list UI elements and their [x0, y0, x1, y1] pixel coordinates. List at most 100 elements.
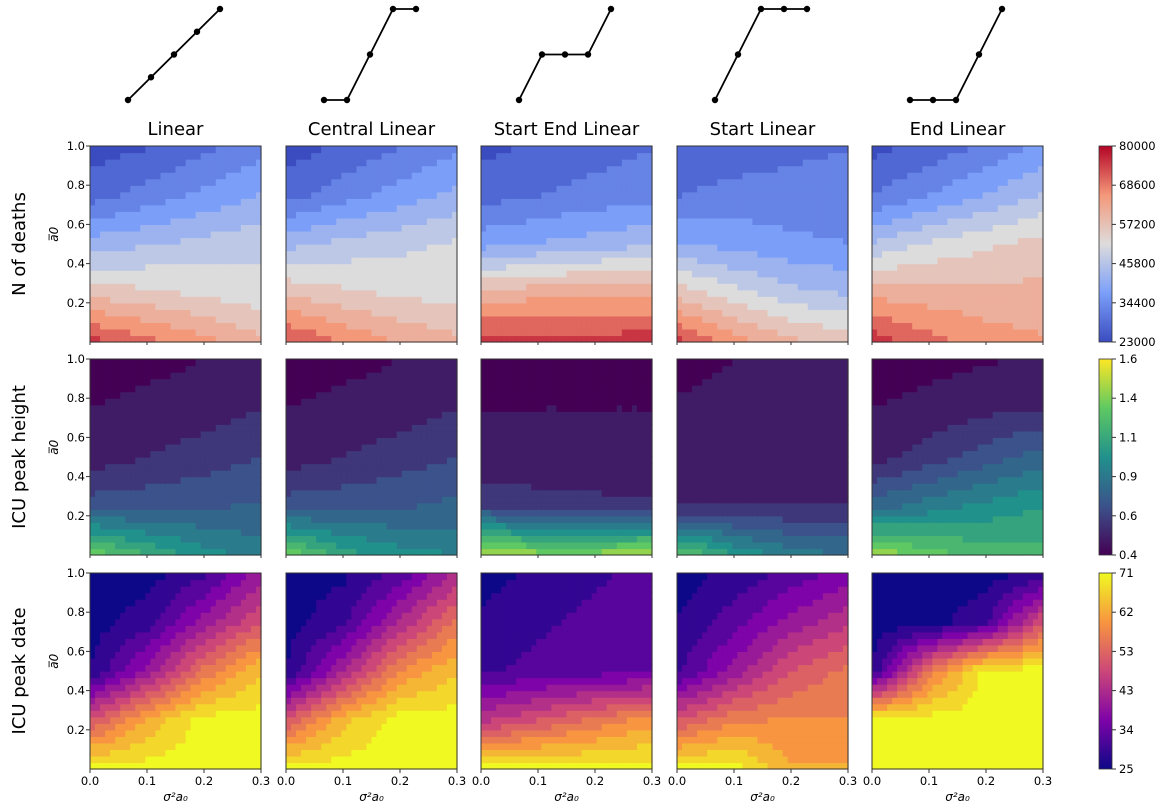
heatmap-cell [145, 250, 151, 258]
heatmap-cell [381, 146, 388, 154]
heatmap-cell [531, 224, 537, 232]
heatmap-cell [586, 185, 593, 193]
heatmap-cell [546, 309, 553, 317]
heatmap-cell [441, 322, 448, 330]
heatmap-cell [150, 328, 156, 337]
heatmap-cell [727, 230, 733, 239]
heatmap-cell [95, 257, 101, 265]
heatmap-cell [506, 165, 512, 173]
heatmap-cell [882, 244, 888, 252]
heatmap-cell [947, 204, 954, 212]
heatmap-cell [797, 165, 804, 173]
heatmap-cell [381, 250, 388, 258]
heatmap-cell [717, 185, 723, 193]
heatmap-cell [571, 289, 578, 297]
heatmap-cell [496, 178, 502, 186]
heatmap-cell [732, 283, 738, 291]
heatmap-cell [972, 322, 979, 330]
heatmap-cell [240, 172, 247, 180]
heatmap-cell [115, 230, 121, 239]
heatmap-cell [90, 257, 96, 265]
heatmap-cell [912, 204, 918, 212]
heatmap-cell [536, 302, 542, 310]
heatmap-cell [902, 204, 908, 212]
heatmap-cell [947, 315, 954, 323]
heatmap-cell [311, 322, 317, 330]
heatmap-cell [301, 276, 307, 284]
heatmap-cell [727, 263, 733, 271]
heatmap-cell [737, 328, 743, 337]
heatmap-cell [707, 335, 713, 343]
heatmap-cell [366, 322, 373, 330]
heatmap-cell [907, 328, 913, 337]
heatmap-cell [832, 322, 839, 330]
heatmap-cell [150, 257, 156, 265]
heatmap-cell [1022, 263, 1029, 271]
heatmap-cell [997, 211, 1004, 219]
heatmap-cell [536, 250, 542, 258]
heatmap-cell [987, 289, 994, 297]
heatmap-cell [817, 263, 824, 271]
heatmap-cell [576, 165, 583, 173]
heatmap-cell [100, 302, 106, 310]
heatmap-cell [496, 283, 502, 291]
heatmap-cell [962, 322, 969, 330]
heatmap-cell [401, 289, 408, 297]
heatmap-cell [521, 309, 527, 317]
heatmap-cell [205, 146, 212, 154]
heatmap-cell [626, 198, 633, 206]
heatmap-cell [832, 309, 839, 317]
heatmap-cell [215, 257, 222, 265]
heatmap-cell [95, 328, 101, 337]
heatmap-cell [526, 322, 532, 330]
heatmap-cell [165, 296, 172, 304]
heatmap-cell [1037, 230, 1044, 239]
heatmap-cell [491, 283, 497, 291]
heatmap-cell [1007, 302, 1014, 310]
heatmap-cell [175, 230, 182, 239]
heatmap-cell [747, 296, 754, 304]
heatmap-cell [596, 283, 603, 291]
heatmap-cell [772, 198, 779, 206]
heatmap-cell [737, 146, 743, 154]
heatmap-cell [245, 185, 252, 193]
heatmap-cell [737, 178, 743, 186]
heatmap-cell [702, 237, 708, 245]
heatmap-cell [431, 244, 438, 252]
heatmap-cell [235, 296, 242, 304]
heatmap-cell [566, 211, 573, 219]
heatmap-cell [311, 244, 317, 252]
heatmap-cell [922, 315, 928, 323]
heatmap-cell [827, 198, 834, 206]
heatmap-cell [802, 302, 809, 310]
heatmap-cell [506, 276, 512, 284]
heatmap-cell [516, 257, 522, 265]
heatmap-cell [90, 198, 96, 206]
heatmap-cell [235, 237, 242, 245]
heatmap-cell [611, 270, 618, 278]
heatmap-cell [912, 335, 918, 343]
heatmap-cell [521, 257, 527, 265]
heatmap-cell [987, 204, 994, 212]
heatmap-cell [526, 146, 532, 154]
heatmap-cell [361, 250, 368, 258]
heatmap-cell [531, 302, 537, 310]
heatmap-cell [692, 178, 698, 186]
heatmap-cell [406, 217, 413, 225]
heatmap-cell [631, 178, 638, 186]
heatmap-cell [812, 276, 819, 284]
heatmap-cell [531, 309, 537, 317]
heatmap-cell [802, 217, 809, 225]
heatmap-cell [115, 244, 121, 252]
heatmap-cell [245, 146, 252, 154]
heatmap-cell [210, 217, 217, 225]
heatmap-cell [1037, 257, 1044, 265]
heatmap-cell [882, 191, 888, 199]
heatmap-cell [110, 237, 116, 245]
heatmap-cell [205, 198, 212, 206]
heatmap-cell [225, 315, 232, 323]
heatmap-cell [100, 328, 106, 337]
heatmap-cell [491, 315, 497, 323]
heatmap-cell [917, 178, 923, 186]
heatmap-cell [336, 335, 342, 343]
